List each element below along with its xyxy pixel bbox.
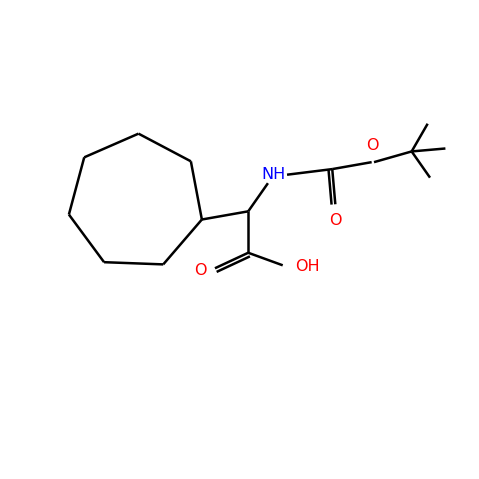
Text: O: O bbox=[366, 138, 379, 153]
Text: O: O bbox=[329, 213, 342, 228]
Text: NH: NH bbox=[262, 167, 286, 182]
Text: O: O bbox=[194, 263, 206, 278]
Text: OH: OH bbox=[296, 259, 320, 274]
